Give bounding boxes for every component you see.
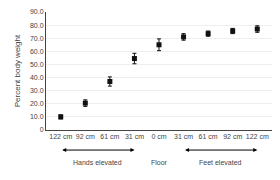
svg-text:0: 0: [40, 126, 44, 133]
svg-text:Feet elevated: Feet elevated: [199, 159, 242, 166]
svg-text:40.0: 40.0: [30, 74, 44, 81]
svg-text:10.0: 10.0: [30, 113, 44, 120]
svg-text:92 cm: 92 cm: [223, 133, 242, 140]
svg-text:Percent body weight: Percent body weight: [13, 34, 22, 107]
svg-text:60.0: 60.0: [30, 48, 44, 55]
svg-text:Floor: Floor: [151, 159, 168, 166]
svg-text:Hands elevated: Hands elevated: [73, 159, 122, 166]
svg-text:90.0: 90.0: [30, 8, 44, 15]
svg-text:20.0: 20.0: [30, 100, 44, 107]
svg-text:80.0: 80.0: [30, 22, 44, 29]
svg-text:31 cm: 31 cm: [125, 133, 144, 140]
svg-text:70.0: 70.0: [30, 35, 44, 42]
svg-text:92 cm: 92 cm: [76, 133, 95, 140]
svg-text:31 cm: 31 cm: [174, 133, 193, 140]
svg-text:122 cm: 122 cm: [246, 133, 269, 140]
svg-text:61 cm: 61 cm: [199, 133, 218, 140]
svg-text:0 cm: 0 cm: [151, 133, 166, 140]
svg-text:122 cm: 122 cm: [49, 133, 72, 140]
svg-text:30.0: 30.0: [30, 87, 44, 94]
svg-text:50.0: 50.0: [30, 61, 44, 68]
svg-text:61 cm: 61 cm: [100, 133, 119, 140]
